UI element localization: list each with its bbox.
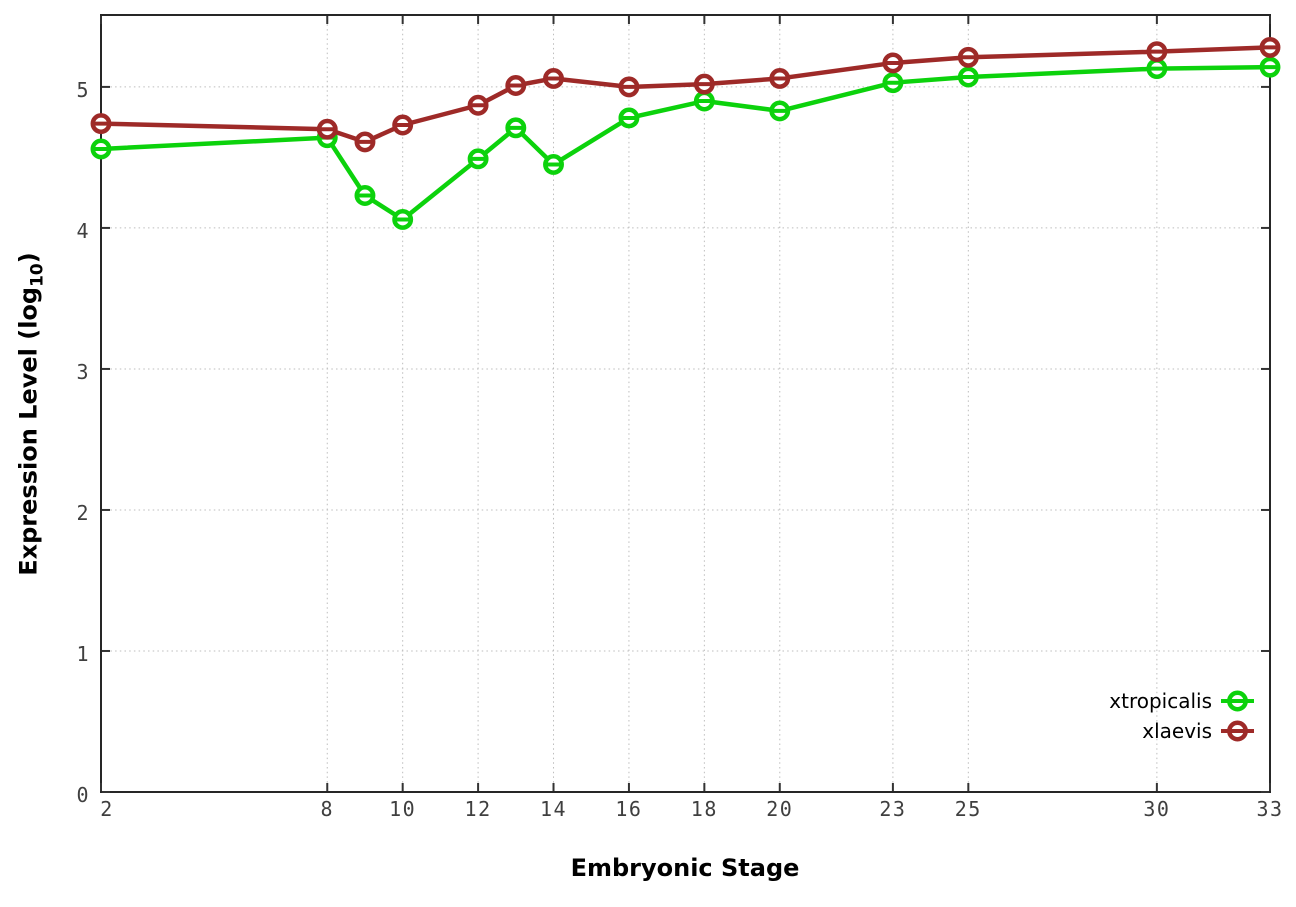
legend-label: xlaevis [1142, 719, 1212, 743]
x-tick-label: 33 [1256, 797, 1283, 821]
tick-marks [100, 16, 1271, 793]
x-tick-label: 10 [389, 797, 416, 821]
x-tick-label: 12 [465, 797, 492, 821]
series-xtropicalis [90, 56, 1281, 230]
gridlines [101, 15, 1270, 792]
y-tick-label: 4 [76, 219, 90, 243]
x-tick-label: 20 [766, 797, 793, 821]
series-line [100, 45, 1271, 145]
y-axis-title-suffix: ) [14, 252, 43, 264]
x-tick-label: 23 [879, 797, 906, 821]
legend: xtropicalis xlaevis [1109, 689, 1254, 743]
y-tick-label: 5 [76, 78, 90, 102]
x-tick-label: 14 [540, 797, 567, 821]
x-axis-title: Embryonic Stage [570, 854, 800, 882]
y-tick-label: 1 [76, 642, 90, 666]
y-axis-title-text: Expression Level (log [14, 286, 43, 576]
legend-item-xtropicalis: xtropicalis [1109, 689, 1254, 713]
x-tick-label: 18 [691, 797, 718, 821]
series-line [100, 64, 1271, 222]
x-tick-label: 16 [615, 797, 642, 821]
y-tick-label: 3 [76, 360, 90, 384]
x-tick-label: 25 [955, 797, 982, 821]
y-tick-labels: 0 1 2 3 4 5 [76, 78, 90, 807]
legend-item-xlaevis: xlaevis [1142, 719, 1254, 743]
x-tick-labels: 2 8 10 12 14 16 18 20 23 25 30 33 [100, 797, 1283, 821]
y-axis-title: Expression Level (log10) [15, 252, 48, 575]
legend-label: xtropicalis [1109, 689, 1212, 713]
y-tick-label: 2 [76, 501, 90, 525]
y-tick-label: 0 [76, 783, 90, 807]
series-xlaevis [90, 36, 1281, 153]
x-tick-label: 8 [320, 797, 334, 821]
y-axis-title-subscript: 10 [27, 263, 48, 287]
x-tick-label: 2 [100, 797, 114, 821]
x-tick-label: 30 [1143, 797, 1170, 821]
plot-border [100, 14, 1271, 793]
